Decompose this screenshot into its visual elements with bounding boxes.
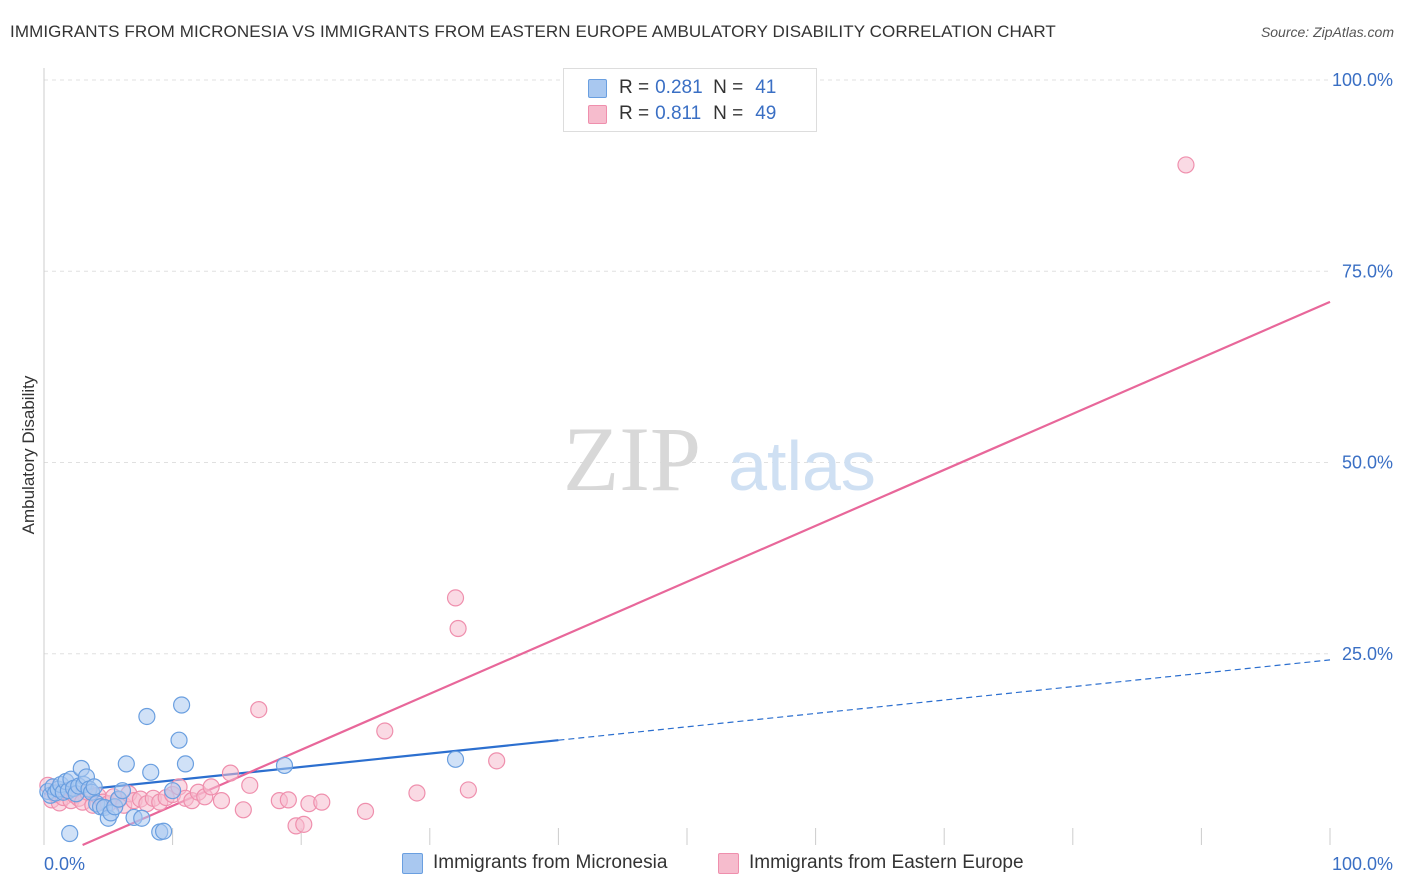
point-eastern-europe xyxy=(221,764,240,782)
point-micronesia xyxy=(142,763,160,781)
point-eastern-europe xyxy=(446,589,465,607)
point-eastern-europe xyxy=(1177,156,1195,174)
legend-n-label: N = xyxy=(713,77,744,98)
y-tick-label: 25.0% xyxy=(1342,644,1393,664)
legend-n-value: 49 xyxy=(755,103,777,124)
series-legend-eastern-europe[interactable]: Immigrants from Eastern Europe xyxy=(718,852,1024,874)
series-label-micronesia: Immigrants from Micronesia xyxy=(433,852,668,873)
trend-lines xyxy=(43,300,1331,847)
x-tick-label: 100.0% xyxy=(1332,854,1393,874)
point-micronesia xyxy=(173,696,191,714)
point-eastern-europe xyxy=(202,778,220,796)
point-micronesia xyxy=(164,782,182,800)
point-micronesia xyxy=(85,778,103,796)
point-eastern-europe xyxy=(279,791,297,809)
point-micronesia xyxy=(133,809,151,827)
trendline-micronesia-extension xyxy=(558,659,1331,741)
point-micronesia xyxy=(275,756,294,775)
legend-swatch-eastern-europe xyxy=(588,104,607,124)
series-swatch-micronesia xyxy=(402,852,423,874)
point-micronesia xyxy=(61,824,79,843)
data-points xyxy=(39,156,1195,843)
x-tick-label: 0.0% xyxy=(44,854,85,874)
legend-r-label: R = xyxy=(619,77,650,98)
legend-row-micronesia: R = 0.281 N = 41 xyxy=(588,77,776,99)
point-micronesia xyxy=(176,755,195,773)
point-eastern-europe xyxy=(234,801,252,819)
tick-labels: 25.0% 50.0% 75.0% 100.0% 0.0% 100.0% xyxy=(44,70,1393,874)
series-label-eastern-europe: Immigrants from Eastern Europe xyxy=(749,852,1024,873)
point-eastern-europe xyxy=(488,752,506,770)
series-swatch-eastern-europe xyxy=(718,852,739,874)
legend-r-value: 0.811 xyxy=(655,103,702,124)
series-legend-micronesia[interactable]: Immigrants from Micronesia xyxy=(402,852,667,874)
watermark-zip: ZIP xyxy=(563,408,701,510)
y-tick-label: 75.0% xyxy=(1342,261,1393,281)
legend-r-label: R = xyxy=(619,103,650,124)
correlation-legend: R = 0.281 N = 41 R = 0.811 N = 49 xyxy=(563,68,817,132)
y-tick-label: 50.0% xyxy=(1342,453,1393,473)
legend-n-value: 41 xyxy=(755,77,777,98)
legend-row-eastern-europe: R = 0.811 N = 49 xyxy=(588,103,776,125)
point-eastern-europe xyxy=(376,722,394,740)
legend-r-value: 0.281 xyxy=(655,77,703,98)
source-credit: Source: ZipAtlas.com xyxy=(1260,24,1394,40)
point-eastern-europe xyxy=(356,802,375,820)
point-micronesia xyxy=(170,731,188,749)
point-eastern-europe xyxy=(459,781,477,799)
point-eastern-europe xyxy=(212,792,231,810)
trendline-micronesia xyxy=(43,739,559,795)
legend-n-label: N = xyxy=(713,103,744,124)
y-tick-label: 100.0% xyxy=(1332,70,1393,90)
point-eastern-europe xyxy=(295,815,313,833)
point-micronesia xyxy=(446,750,465,768)
point-eastern-europe xyxy=(241,776,259,794)
point-eastern-europe xyxy=(449,619,467,638)
point-micronesia xyxy=(113,782,132,800)
watermark-atlas: atlas xyxy=(728,427,876,505)
chart-title: IMMIGRANTS FROM MICRONESIA VS IMMIGRANTS… xyxy=(10,22,1056,41)
watermark: ZIP atlas xyxy=(563,408,876,510)
series-legend: Immigrants from Micronesia Immigrants fr… xyxy=(0,852,1406,878)
point-micronesia xyxy=(117,755,135,773)
legend-swatch-micronesia xyxy=(588,78,607,98)
point-eastern-europe xyxy=(250,700,268,719)
point-eastern-europe xyxy=(313,793,331,811)
y-axis-label: Ambulatory Disability xyxy=(19,375,38,534)
point-eastern-europe xyxy=(408,784,426,802)
axes xyxy=(43,68,1331,845)
grid xyxy=(44,79,1330,655)
point-micronesia xyxy=(154,822,173,840)
point-micronesia xyxy=(138,707,156,726)
trendline-eastern-europe xyxy=(82,300,1331,847)
